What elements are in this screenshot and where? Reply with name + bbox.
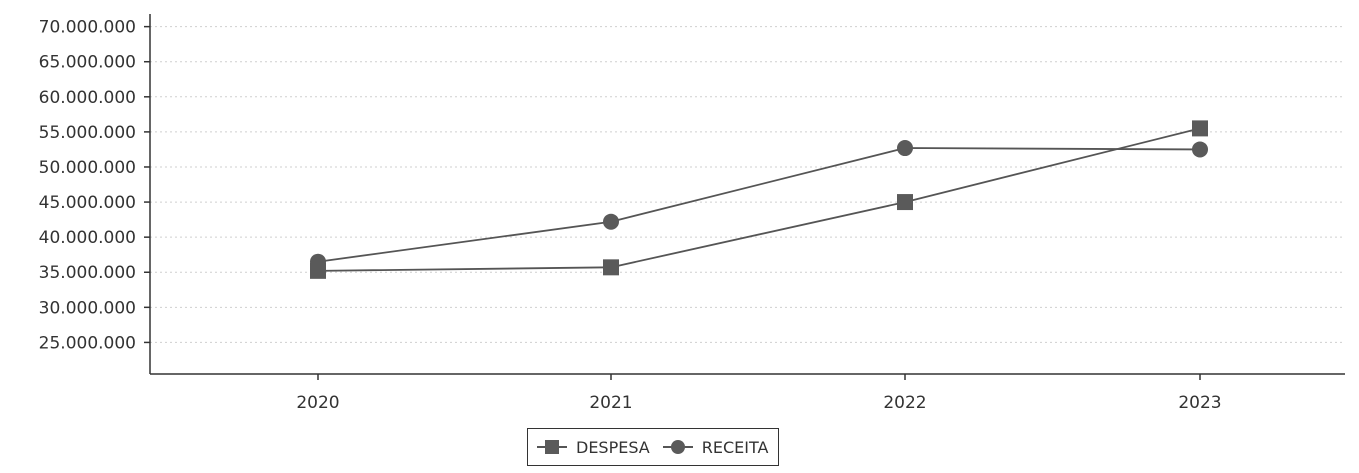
data-point-despesa bbox=[1192, 120, 1208, 137]
legend-item-despesa: DESPESA bbox=[536, 438, 650, 457]
legend: DESPESA RECEITA bbox=[527, 428, 780, 466]
y-tick-label: 45.000.000 bbox=[39, 193, 136, 213]
legend-item-receita: RECEITA bbox=[662, 437, 769, 457]
legend-label-despesa: DESPESA bbox=[576, 437, 650, 457]
y-tick-labels: 70.000.000 65.000.000 60.000.000 55.000.000… bbox=[39, 18, 136, 354]
x-tick-label: 2023 bbox=[1178, 393, 1221, 413]
x-tick-label: 2021 bbox=[589, 393, 632, 413]
axes bbox=[149, 14, 1345, 375]
series-line-despesa bbox=[317, 127, 1201, 272]
series-lines bbox=[317, 127, 1201, 272]
y-tick-label: 30.000.000 bbox=[39, 298, 136, 318]
x-tick-label: 2020 bbox=[296, 393, 339, 413]
y-tick-label: 25.000.000 bbox=[39, 333, 136, 353]
grid-lines bbox=[144, 25, 1345, 344]
y-tick-label: 35.000.000 bbox=[39, 263, 136, 283]
y-tick-label: 40.000.000 bbox=[39, 228, 136, 248]
y-tick-label: 50.000.000 bbox=[39, 158, 136, 178]
y-tick-label: 70.000.000 bbox=[39, 18, 136, 38]
data-point-despesa bbox=[603, 259, 619, 276]
data-point-receita bbox=[603, 213, 619, 230]
series-markers bbox=[310, 120, 1208, 279]
square-marker-icon bbox=[537, 440, 567, 454]
x-tick-labels: 2020 2021 2022 2023 bbox=[296, 374, 1222, 413]
x-tick-label: 2022 bbox=[883, 393, 926, 413]
data-point-despesa bbox=[897, 194, 913, 211]
data-point-receita bbox=[897, 140, 913, 157]
y-tick-label: 60.000.000 bbox=[39, 88, 136, 108]
data-point-receita bbox=[1192, 141, 1208, 158]
y-tick-label: 65.000.000 bbox=[39, 53, 136, 73]
legend-label-receita: RECEITA bbox=[701, 437, 769, 457]
data-point-receita bbox=[310, 253, 326, 270]
y-tick-label: 55.000.000 bbox=[39, 123, 136, 143]
series-line-receita bbox=[317, 147, 1201, 263]
circle-marker-icon bbox=[662, 440, 693, 454]
